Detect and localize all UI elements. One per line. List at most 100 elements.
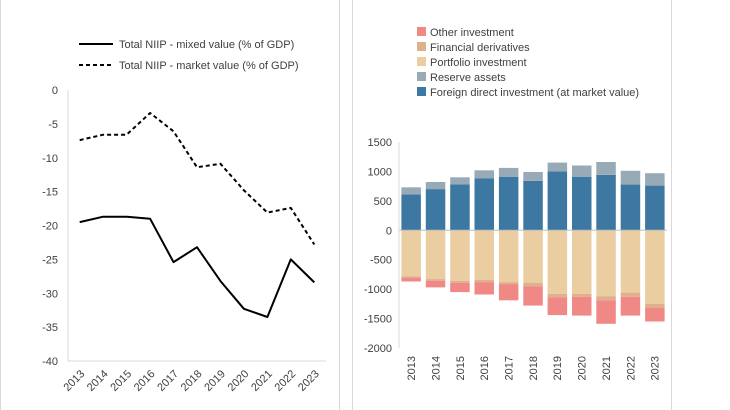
- bar-segment: [596, 230, 616, 297]
- x-tick-label: 2015: [455, 356, 467, 380]
- bar-segment: [498, 282, 519, 285]
- bar-segment: [425, 189, 446, 231]
- bar-segment: [474, 282, 494, 295]
- x-tick-label: 2013: [61, 368, 87, 394]
- bar-segment: [596, 300, 616, 324]
- y-tick-label: -2000: [364, 343, 392, 355]
- bar-segment: [450, 230, 470, 281]
- bar-segment: [572, 293, 592, 297]
- y-tick-label: 0: [386, 225, 392, 237]
- bar-segment: [645, 303, 665, 308]
- bar-segment: [474, 178, 494, 231]
- bar-segment: [450, 280, 470, 283]
- bar-segment: [498, 167, 519, 177]
- y-tick-label: -10: [42, 153, 58, 165]
- x-tick-label: 2013: [406, 356, 418, 380]
- bar-segment: [498, 230, 519, 283]
- bar-segment: [620, 292, 641, 297]
- legend-label: Portfolio investment: [430, 57, 527, 69]
- legend-label: Reserve assets: [430, 72, 506, 84]
- bar-segment: [425, 279, 446, 281]
- y-tick-label: -1500: [364, 314, 392, 326]
- legend-label: Other investment: [430, 27, 514, 39]
- bar-segment: [425, 182, 446, 190]
- bar-segment: [401, 276, 421, 278]
- x-tick-label: 2020: [577, 356, 589, 380]
- bar-segment: [474, 279, 494, 283]
- bar-segment: [596, 162, 616, 175]
- legend-swatch: [417, 42, 426, 51]
- legend-swatch: [417, 87, 426, 96]
- bar-segment: [547, 297, 568, 316]
- bar-segment: [450, 282, 470, 293]
- y-tick-label: 0: [52, 85, 58, 97]
- y-tick-label: 500: [374, 196, 392, 208]
- x-tick-label: 2014: [85, 368, 111, 394]
- x-tick-label: 2014: [430, 356, 442, 380]
- niip-line-chart-panel: Total NIIP - mixed value (% of GDP) Total…: [0, 0, 340, 410]
- bar-segment: [474, 230, 494, 280]
- bar-segment: [523, 230, 543, 283]
- bar-segment: [572, 230, 592, 294]
- bar-segment: [645, 308, 665, 322]
- y-tick-label: -5: [48, 119, 58, 131]
- x-tick-label: 2019: [552, 356, 564, 380]
- niip-line-chart: Total NIIP - mixed value (% of GDP) Total…: [42, 39, 326, 394]
- bar-segment: [425, 230, 446, 280]
- x-tick-label: 2018: [179, 368, 205, 394]
- bar-segment: [645, 185, 665, 231]
- bar-segment: [620, 296, 641, 316]
- bar-segment: [450, 184, 470, 231]
- series-line-solid: [79, 215, 315, 318]
- x-tick-label: 2022: [273, 368, 299, 394]
- y-tick-label: -35: [42, 322, 58, 334]
- bar-segment: [645, 173, 665, 186]
- bar-segment: [523, 180, 543, 231]
- y-tick-label: 1500: [368, 137, 392, 149]
- x-tick-label: 2021: [249, 368, 275, 394]
- y-tick-label: -15: [42, 187, 58, 199]
- legend-swatch: [417, 27, 426, 36]
- bar-segment: [523, 286, 543, 306]
- legend-swatch: [417, 72, 426, 81]
- bar-segment: [401, 230, 421, 277]
- x-tick-label: 2020: [226, 368, 252, 394]
- y-tick-label: -25: [42, 254, 58, 266]
- x-tick-label: 2023: [650, 356, 662, 380]
- bar-segment: [401, 278, 421, 282]
- x-tick-label: 2017: [155, 368, 181, 394]
- y-tick-label: -1000: [364, 284, 392, 296]
- x-tick-label: 2023: [296, 368, 322, 394]
- x-tick-label: 2017: [503, 356, 515, 380]
- bar-segment: [547, 162, 568, 172]
- bar-segment: [620, 184, 641, 231]
- y-tick-label: -40: [42, 356, 58, 368]
- bar-segment: [572, 296, 592, 316]
- legend-swatch: [417, 57, 426, 66]
- x-tick-label: 2016: [479, 356, 491, 380]
- legend-label: Foreign direct investment (at market val…: [430, 87, 639, 99]
- bar-segment: [523, 172, 543, 181]
- x-tick-label: 2022: [625, 356, 637, 380]
- y-tick-label: -30: [42, 288, 58, 300]
- y-tick-label: -500: [370, 255, 392, 267]
- y-tick-label: 1000: [368, 166, 392, 178]
- bar-segment: [572, 165, 592, 177]
- x-tick-label: 2015: [108, 368, 134, 394]
- bar-segment: [523, 282, 543, 287]
- bar-segment: [547, 293, 568, 298]
- bar-segment: [401, 194, 421, 231]
- bar-segment: [620, 170, 641, 185]
- series-line-dashed: [79, 112, 316, 246]
- stacked-bar-chart-panel: Other investment Financial derivatives Por…: [352, 0, 672, 410]
- bar-segment: [474, 170, 494, 179]
- bar-segment: [596, 175, 616, 231]
- stacked-bar-chart: Other investment Financial derivatives Por…: [364, 27, 667, 380]
- legend-label-dashed: Total NIIP - market value (% of GDP): [119, 60, 299, 72]
- legend-label: Financial derivatives: [430, 42, 530, 54]
- bar-segment: [401, 187, 421, 195]
- bar-segment: [596, 296, 616, 301]
- bar-segment: [498, 176, 519, 231]
- x-tick-label: 2021: [601, 356, 613, 380]
- bar-segment: [645, 230, 665, 304]
